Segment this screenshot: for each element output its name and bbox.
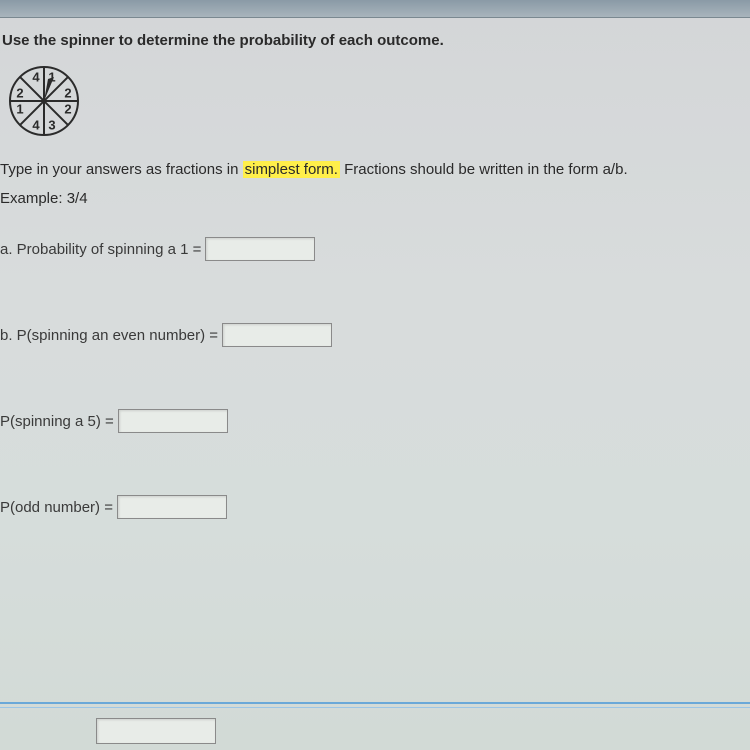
spinner-container: 4 1 2 2 3 4 1 2 <box>0 63 750 155</box>
typein-highlight: simplest form. <box>243 161 340 178</box>
typein-instruction: Type in your answers as fractions in sim… <box>0 155 750 184</box>
sector-label: 3 <box>48 118 55 133</box>
answer-d-input[interactable] <box>117 495 227 519</box>
typein-suffix: Fractions should be written in the form … <box>340 161 628 178</box>
sector-label: 4 <box>32 118 40 133</box>
sector-label: 1 <box>16 102 23 117</box>
example-text: Example: 3/4 <box>0 184 750 237</box>
sector-label: 2 <box>64 102 71 117</box>
answer-b-input[interactable] <box>222 323 332 347</box>
window-titlebar <box>0 0 750 18</box>
answer-a-input[interactable] <box>205 237 315 261</box>
sector-label: 2 <box>64 86 71 101</box>
typein-prefix: Type in your answers as fractions in <box>0 161 243 178</box>
spinner-svg: 4 1 2 2 3 4 1 2 <box>6 63 82 139</box>
question-c-label: P(spinning a 5) = <box>0 413 114 430</box>
question-a-label: a. Probability of spinning a 1 = <box>0 241 201 258</box>
answer-c-input[interactable] <box>118 409 228 433</box>
bottom-answer-input[interactable] <box>96 718 216 744</box>
sector-label: 1 <box>48 70 55 85</box>
question-a-row: a. Probability of spinning a 1 = <box>0 237 750 261</box>
worksheet-content: Use the spinner to determine the probabi… <box>0 18 750 519</box>
instruction-text: Use the spinner to determine the probabi… <box>0 28 750 63</box>
question-d-row: P(odd number) = <box>0 495 750 519</box>
sector-label: 2 <box>16 86 23 101</box>
question-b-row: b. P(spinning an even number) = <box>0 323 750 347</box>
question-d-label: P(odd number) = <box>0 499 113 516</box>
bottom-rule <box>0 702 750 704</box>
question-b-label: b. P(spinning an even number) = <box>0 327 218 344</box>
bottom-rule-shadow <box>0 707 750 708</box>
question-c-row: P(spinning a 5) = <box>0 409 750 433</box>
sector-label: 4 <box>32 70 40 85</box>
